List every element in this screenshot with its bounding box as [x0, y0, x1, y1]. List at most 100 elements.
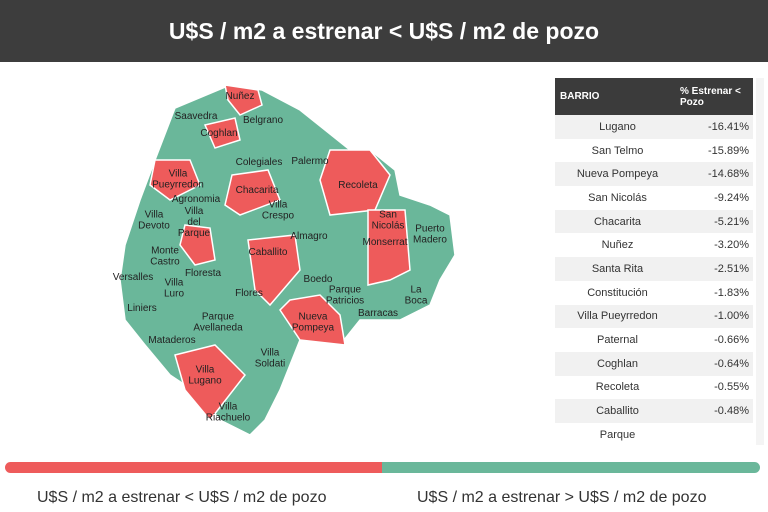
map-label: Almagro: [290, 231, 328, 242]
map-label: del: [187, 217, 200, 228]
map-label: Versalles: [113, 272, 154, 283]
map-label: Liniers: [127, 303, 156, 314]
table-cell: -0.66%: [714, 334, 749, 347]
table-cell: -1.83%: [714, 286, 749, 299]
map-label: Nueva: [299, 312, 328, 323]
table-row: Villa Pueyrredon -1.00%: [555, 304, 753, 329]
map-label: Villa: [145, 210, 164, 221]
table-row: Chacarita -5.21%: [555, 209, 753, 234]
map-label: Parque: [202, 312, 235, 323]
table-cell: San Telmo: [591, 144, 644, 157]
header-title: U$S / m2 a estrenar < U$S / m2 de pozo: [0, 0, 768, 62]
map-label: Flores: [235, 288, 263, 299]
table-header: BARRIO % Estrenar < Pozo: [555, 78, 753, 115]
table-row: Lugano -16.41%: [555, 115, 753, 139]
table-row: Paternal -0.66%: [555, 328, 753, 352]
map-label: Avellaneda: [193, 323, 243, 334]
table-row: Recoleta -0.55%: [555, 376, 753, 400]
map-label: Villa: [185, 206, 204, 217]
table-row: San Telmo -15.89%: [555, 139, 753, 163]
table-cell: Lugano: [599, 120, 636, 133]
map-label: Saavedra: [175, 111, 218, 122]
map-label: Villa: [169, 169, 188, 180]
table-cell: Nuñez: [601, 239, 634, 252]
map-label: Parque: [329, 285, 362, 296]
table-row: San Nicolás -9.24%: [555, 186, 753, 210]
map-label: Monte: [151, 246, 179, 257]
map-label: Villa: [261, 348, 280, 359]
table-cell: -2.51%: [714, 262, 749, 275]
table-row: Santa Rita -2.51%: [555, 257, 753, 281]
table-cell: Nueva Pompeya: [576, 168, 659, 181]
table-cell: -14.68%: [708, 168, 749, 181]
table-cell: -1.00%: [714, 310, 749, 323]
map-label: Belgrano: [243, 115, 283, 126]
table-cell: Chacarita: [593, 215, 642, 228]
column-header: % Estrenar < Pozo: [680, 85, 741, 108]
legend-label: U$S / m2 a estrenar < U$S / m2 de pozo: [37, 489, 327, 506]
map-label: Puerto: [415, 224, 445, 235]
map-label: Palermo: [291, 156, 329, 167]
area: [279, 294, 346, 346]
map-label: Patricios: [326, 296, 364, 307]
map-label: Pompeya: [292, 323, 335, 334]
area: [247, 234, 301, 307]
map-shapes: Nuñez Saavedra Belgrano Coghlan Colegiales Pa…: [113, 84, 456, 436]
legend-bar: [5, 462, 760, 473]
area: [224, 169, 281, 216]
map-label: Lugano: [188, 376, 222, 387]
table-cell: Villa Pueyrredon: [577, 310, 658, 323]
area: [367, 209, 411, 286]
map-label: San: [379, 210, 397, 221]
table-cell: Constitución: [587, 286, 648, 299]
map-label: Devoto: [138, 221, 170, 232]
table-cell: -0.48%: [714, 405, 749, 418]
map-label: Parque: [178, 228, 211, 239]
map-label: Villa: [269, 200, 288, 211]
map-label: Recoleta: [338, 180, 378, 191]
area: [149, 159, 201, 201]
table-cell: Parque: [599, 428, 636, 441]
map-label: La: [410, 285, 422, 296]
column-header: BARRIO: [560, 91, 600, 102]
table-cell: San Nicolás: [588, 191, 647, 204]
area: [179, 224, 216, 266]
map-label: Riachuelo: [206, 413, 251, 424]
table-cell: -5.21%: [714, 215, 749, 228]
table-cell: -15.89%: [708, 144, 749, 157]
map-label: Agronomia: [172, 194, 221, 205]
legend-red: [5, 462, 382, 473]
table-row: Nueva Pompeya -14.68%: [555, 162, 753, 187]
map-label: Floresta: [185, 268, 222, 279]
map-label: Luro: [164, 289, 184, 300]
map-label: Villa: [165, 278, 184, 289]
table-cell: Recoleta: [595, 381, 640, 394]
table-cell: -0.64%: [714, 357, 749, 370]
map-label: Nuñez: [226, 91, 255, 102]
map-label: Boedo: [304, 274, 333, 285]
table-row: Caballito -0.48%: [555, 399, 753, 423]
map-label: Colegiales: [236, 157, 283, 168]
table-row: Constitución -1.83%: [555, 281, 753, 305]
area: [224, 84, 263, 116]
map-label: Boca: [405, 296, 428, 307]
area: [203, 117, 241, 149]
legend-label: U$S / m2 a estrenar > U$S / m2 de pozo: [417, 489, 707, 506]
red-areas: [149, 84, 411, 422]
map-label: Villa: [196, 365, 215, 376]
table-cell: -16.41%: [708, 120, 749, 133]
map-label: Mataderos: [148, 335, 195, 346]
map-label: Madero: [413, 235, 447, 246]
table-cell: -3.20%: [714, 239, 749, 252]
table-cell: Caballito: [596, 405, 639, 418]
map-label: Caballito: [249, 247, 288, 258]
table-row: Coghlan -0.64%: [555, 351, 753, 376]
table-body: Lugano -16.41% San Telmo -15.89% Nueva Pompe…: [555, 115, 753, 445]
map-label: Villa: [219, 402, 238, 413]
table: BARRIO % Estrenar < Pozo Lugano -16.41% San …: [555, 78, 753, 445]
map-label: Castro: [150, 257, 180, 268]
table-cell: Coghlan: [597, 357, 638, 370]
map-label: Crespo: [262, 211, 295, 222]
map-label: Monserrat: [362, 237, 407, 248]
